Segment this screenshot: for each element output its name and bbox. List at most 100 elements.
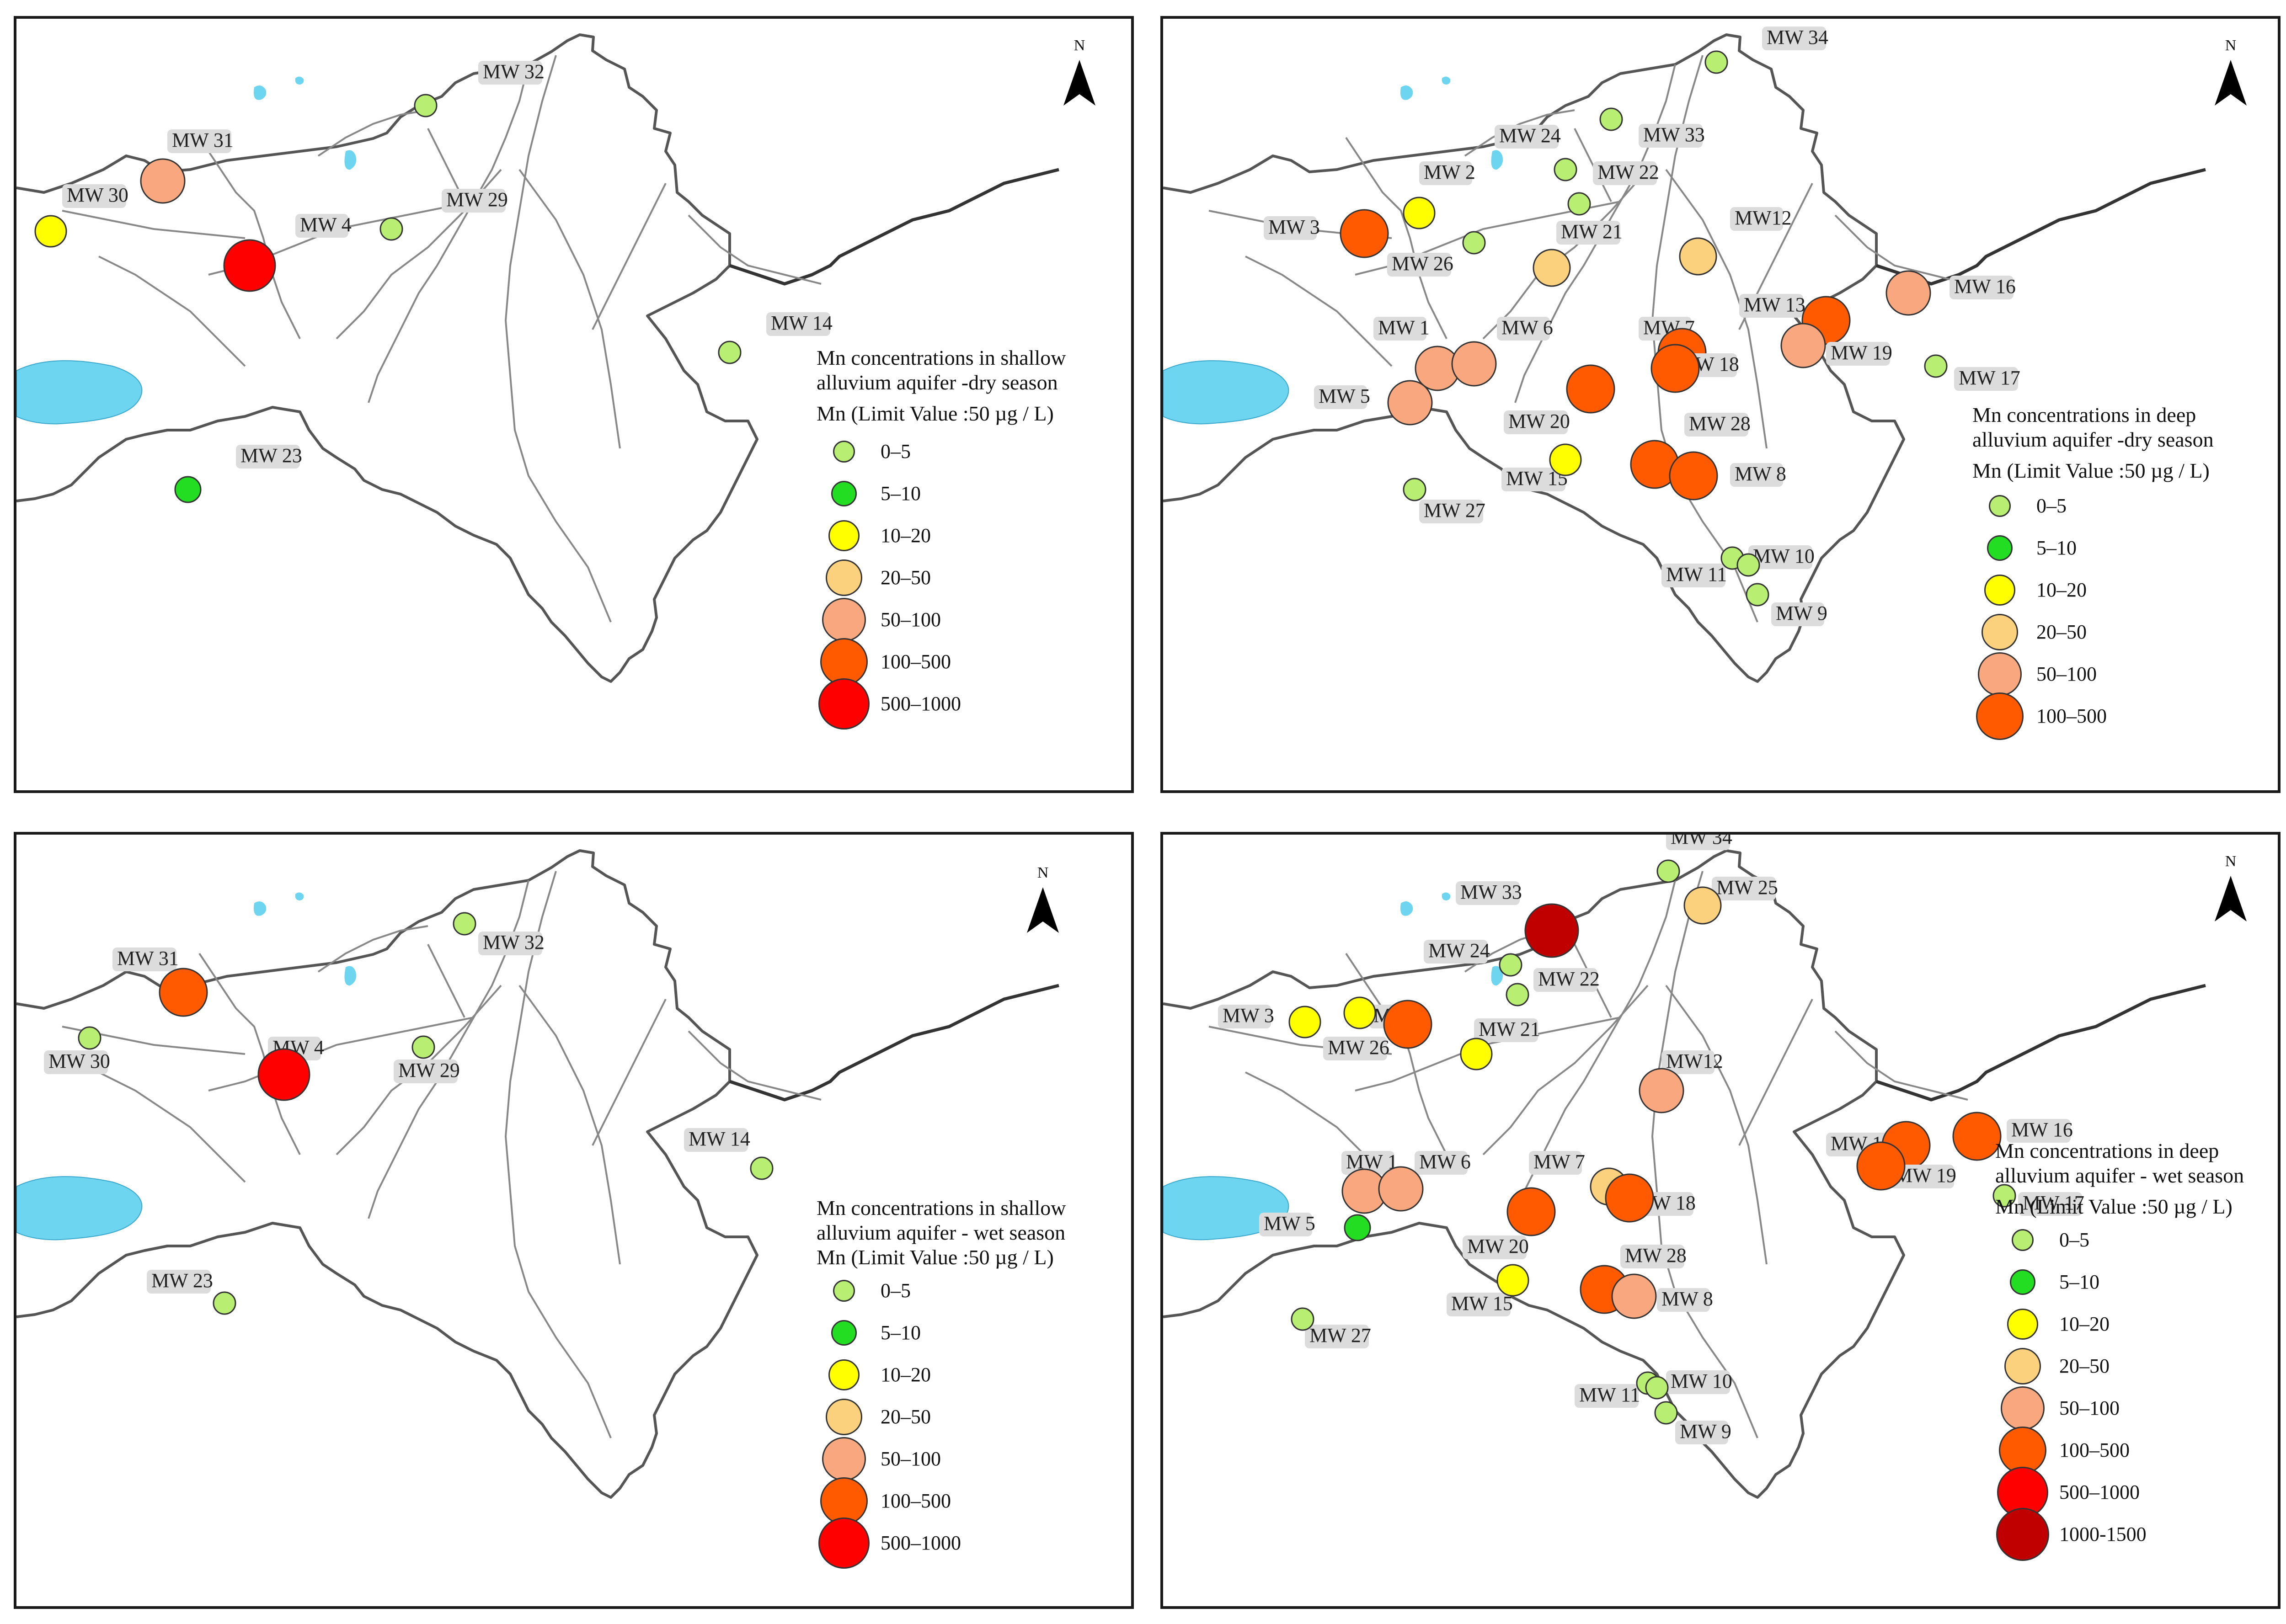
well-marker[interactable]: MW 19 <box>1780 323 1892 368</box>
well-label-bg <box>1712 877 1776 900</box>
well-marker[interactable]: MW 6 <box>1451 316 1553 387</box>
well-label: MW 20 <box>1467 1235 1529 1257</box>
well-label: MW 11 <box>1579 1384 1640 1406</box>
well-marker[interactable]: MW 28 <box>1630 412 1751 489</box>
well-marker[interactable]: MW 26 <box>1323 1000 1432 1060</box>
well-circle <box>1378 1166 1424 1212</box>
well-label: MW 33 <box>1460 881 1522 903</box>
well-marker[interactable]: MW 34 <box>1704 26 1828 74</box>
well-label: MW 2 <box>1424 161 1475 183</box>
well-circle <box>257 1048 310 1101</box>
well-marker[interactable]: MW 16 <box>1952 1112 2073 1161</box>
well-marker[interactable]: MW 33 <box>1599 107 1705 148</box>
map-panel-deep-dry: MW 34 MW 33 MW 24 MW 22 MW 2 MW 3 MW 26 MW 21 MW… <box>1160 16 2281 793</box>
legend-label: 100–500 <box>881 1490 951 1512</box>
well-circle <box>1343 996 1376 1029</box>
well-marker[interactable]: MW 5 <box>1314 380 1433 426</box>
well-marker[interactable]: MW 20 <box>1504 364 1615 434</box>
well-marker[interactable]: MW 29 <box>394 1035 460 1083</box>
lake-shape <box>295 892 304 900</box>
legend-row: 500–1000 <box>1995 1467 2244 1518</box>
well-marker[interactable]: MW 9 <box>1746 583 1827 626</box>
well-label: MW 26 <box>1328 1036 1389 1059</box>
basin-boundary <box>1163 849 1905 1499</box>
well-marker[interactable]: MW 4 <box>257 1036 324 1101</box>
river-line <box>198 953 301 1155</box>
well-marker[interactable]: MW 15 <box>1501 443 1582 491</box>
legend-label: 0–5 <box>881 1279 911 1302</box>
well-marker[interactable]: MW 17 <box>1992 1184 2084 1216</box>
well-marker[interactable]: MW 13 <box>1739 293 1851 345</box>
well-marker[interactable]: MW 30 <box>44 1026 110 1074</box>
well-marker[interactable]: MW 31 <box>140 129 234 204</box>
well-label-bg <box>1529 1151 1582 1175</box>
legend-label: 5–10 <box>881 482 921 505</box>
well-marker[interactable]: MW 33 <box>1456 881 1579 958</box>
well-marker[interactable]: MW12 <box>1679 207 1792 276</box>
well-marker[interactable]: MW 16 <box>1885 270 2016 316</box>
well-label-bg <box>1501 468 1565 491</box>
well-marker[interactable]: MW 8 <box>1611 1273 1713 1319</box>
well-marker[interactable]: MW 34 <box>1656 835 1732 883</box>
well-marker[interactable]: MW 23 <box>174 444 302 503</box>
well-marker[interactable]: MW 2 <box>1403 161 1475 229</box>
legend-swatch <box>828 520 860 551</box>
well-marker[interactable]: MW 22 <box>1567 161 1659 216</box>
well-marker[interactable]: MW 4 <box>223 213 352 292</box>
river-line <box>198 137 301 339</box>
well-marker[interactable]: MW 32 <box>453 912 545 955</box>
legend-swatch <box>828 1359 860 1390</box>
well-marker[interactable]: MW 8 <box>1669 451 1786 501</box>
well-marker[interactable]: MW 24 <box>1424 939 1522 977</box>
well-marker[interactable]: MW 27 <box>1291 1307 1371 1348</box>
well-label: MW 16 <box>1954 275 2016 298</box>
well-marker[interactable]: MW 27 <box>1403 478 1485 523</box>
legend-label: 50–100 <box>2036 663 2097 685</box>
well-marker[interactable]: MW 3 <box>1218 1004 1321 1038</box>
well-marker[interactable]: MW 3 <box>1264 209 1389 258</box>
well-marker[interactable]: MW 17 <box>1924 354 2020 391</box>
well-marker[interactable]: MW 18 <box>1650 344 1739 393</box>
well-marker[interactable]: MW 5 <box>1259 1212 1371 1241</box>
well-marker[interactable]: MW12 <box>1639 1050 1723 1113</box>
well-marker[interactable]: MW 1 <box>1373 316 1460 391</box>
well-marker[interactable]: MW 10 <box>1645 1370 1732 1400</box>
well-marker[interactable]: MW 31 <box>112 947 208 1017</box>
well-marker[interactable]: MW 26 <box>1387 231 1486 277</box>
well-marker[interactable]: MW 1 <box>1341 1150 1398 1214</box>
well-label-bg <box>394 1060 458 1083</box>
well-marker[interactable]: MW 29 <box>379 188 508 241</box>
lake-shape <box>1491 150 1503 170</box>
well-circle <box>1683 886 1722 925</box>
well-marker[interactable]: MW 10 <box>1736 545 1815 577</box>
north-letter: N <box>2225 37 2237 54</box>
well-marker[interactable]: MW 21 <box>1460 1018 1540 1070</box>
legend-limit: Mn (Limit Value :50 µg / L) <box>1995 1195 2233 1218</box>
well-marker[interactable]: MW 18 <box>1605 1173 1696 1223</box>
well-marker[interactable]: MW 15 <box>1447 1264 1529 1316</box>
legend-label: 20–50 <box>2059 1355 2110 1377</box>
well-marker[interactable]: MW 14 <box>718 312 833 364</box>
well-label-bg <box>1950 276 2014 299</box>
well-marker[interactable]: MW 20 <box>1463 1187 1556 1259</box>
well-marker[interactable]: MW 22 <box>1506 968 1600 1006</box>
well-marker[interactable]: MW 6 <box>1378 1150 1471 1212</box>
well-marker[interactable]: MW 32 <box>414 60 545 117</box>
well-circle <box>1288 1006 1321 1038</box>
well-label: MW 23 <box>240 444 302 467</box>
well-marker[interactable]: MW 23 <box>147 1269 236 1315</box>
well-marker[interactable]: MW 30 <box>34 184 128 248</box>
well-marker[interactable]: MW 21 <box>1533 220 1623 287</box>
well-circle <box>1499 953 1522 977</box>
well-marker[interactable]: MW 11 <box>1661 546 1744 587</box>
well-marker[interactable]: MW 19 <box>1856 1141 1956 1191</box>
well-marker[interactable]: MW 25 <box>1683 876 1778 925</box>
well-circle <box>1856 1141 1906 1191</box>
well-marker[interactable]: MW 14 <box>684 1128 774 1180</box>
legend-row: 500–1000 <box>817 1518 1066 1569</box>
well-label: MW 9 <box>1776 602 1827 624</box>
well-marker[interactable]: MW 24 <box>1495 124 1577 181</box>
well-label-bg <box>1259 1213 1312 1236</box>
well-marker[interactable]: MW 9 <box>1654 1401 1731 1444</box>
